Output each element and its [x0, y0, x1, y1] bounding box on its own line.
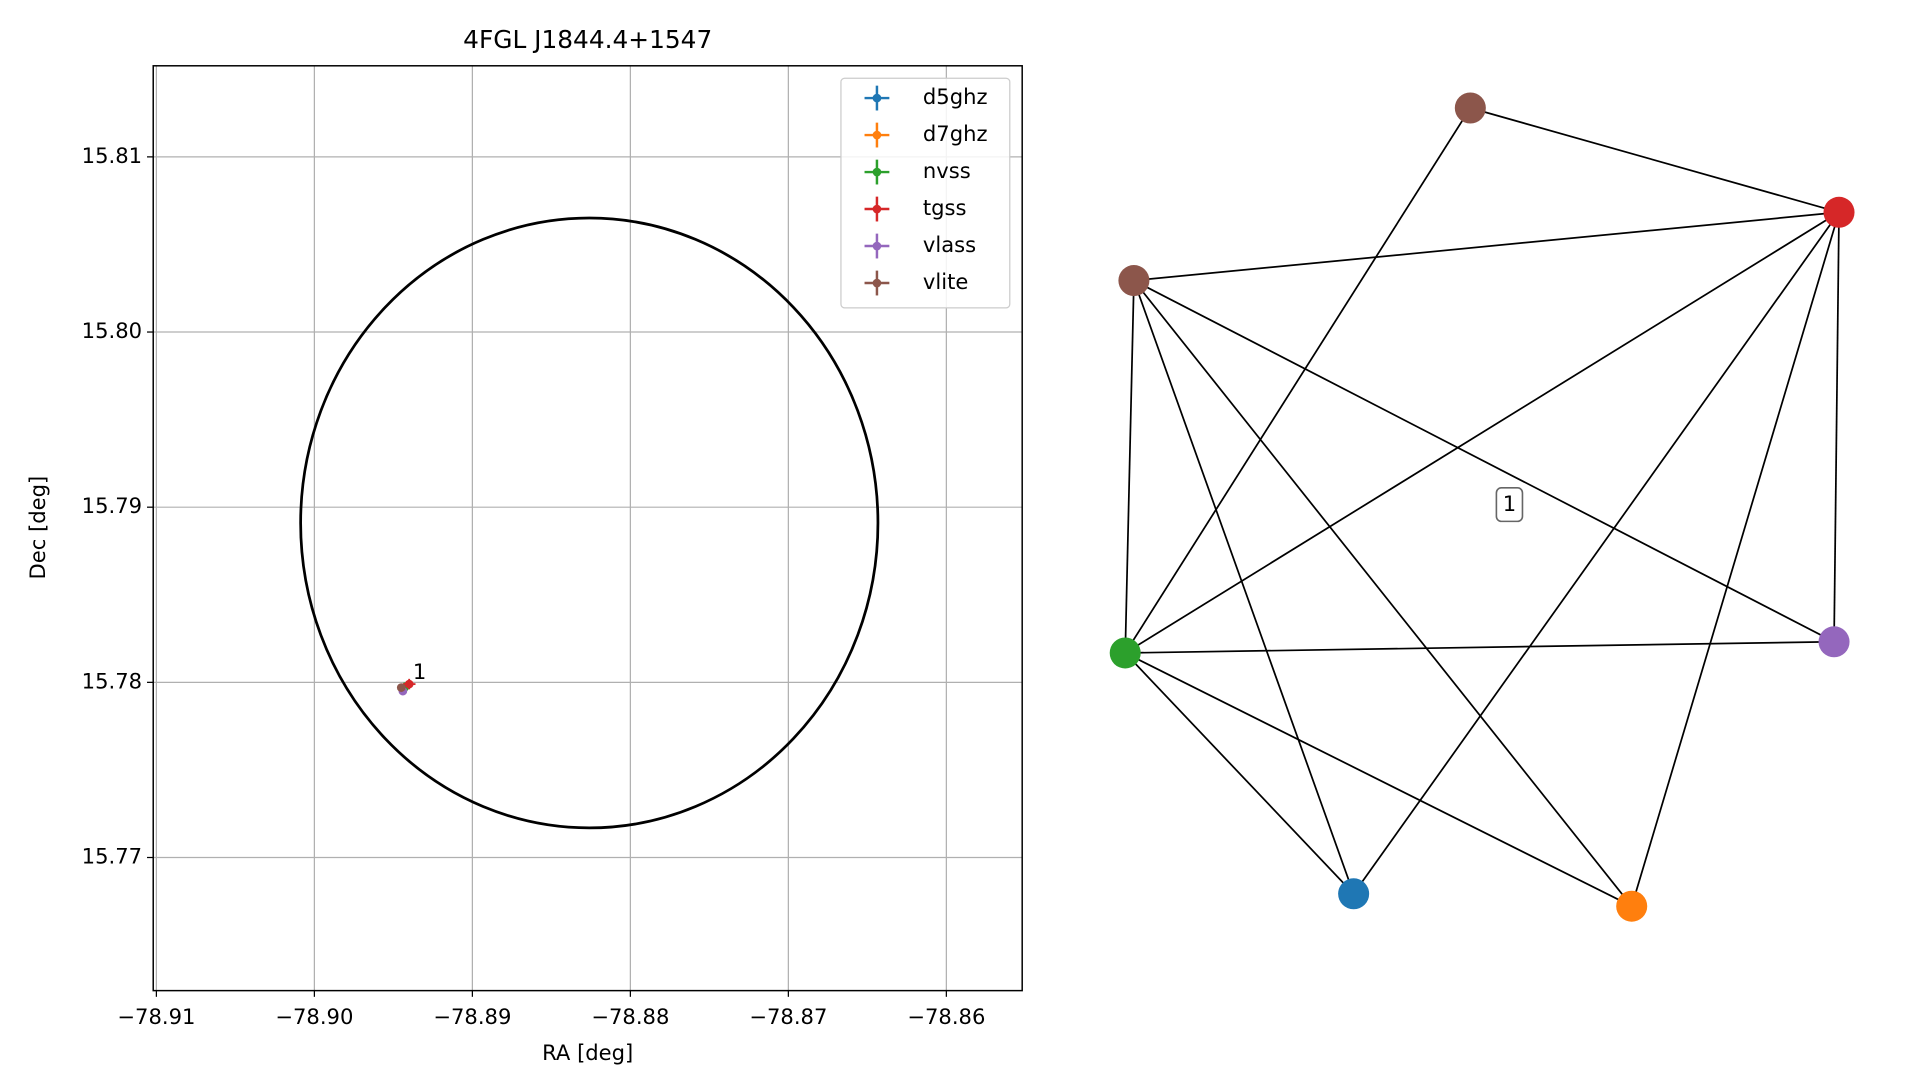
edge — [1133, 280, 1633, 907]
legend-marker — [872, 130, 882, 140]
edge — [1630, 212, 1840, 907]
edge — [1124, 211, 1840, 654]
legend-label: tgss — [923, 195, 967, 220]
edge — [1124, 652, 1633, 907]
y-tick-label: 15.79 — [82, 493, 142, 518]
edge — [1124, 107, 1472, 654]
edge — [1470, 107, 1840, 214]
y-tick-label: 15.81 — [82, 143, 142, 168]
y-tick-label: 15.78 — [82, 668, 142, 693]
y-tick-label: 15.77 — [82, 844, 142, 869]
edge — [1133, 279, 1835, 643]
legend-label: nvss — [923, 158, 971, 183]
edge — [1124, 280, 1135, 653]
node — [1823, 196, 1855, 228]
label-box — [1495, 487, 1524, 523]
edge — [1124, 652, 1355, 895]
legend-marker — [872, 204, 882, 214]
legend-label: d7ghz — [923, 121, 988, 146]
x-tick-label: −78.89 — [433, 1004, 511, 1029]
edge — [1833, 212, 1840, 642]
x-tick-label: −78.88 — [591, 1004, 669, 1029]
legend-label: vlass — [923, 232, 976, 257]
edge — [1352, 211, 1840, 895]
x-tick-label: −78.91 — [117, 1004, 195, 1029]
legend-marker — [872, 278, 882, 288]
x-tick-label: −78.90 — [275, 1004, 353, 1029]
node — [1338, 878, 1370, 910]
y-axis-label: Dec [deg] — [25, 476, 50, 580]
axes-frame — [152, 65, 1023, 992]
legend-marker — [872, 241, 882, 251]
legend-label: d5ghz — [923, 84, 988, 109]
legend-marker — [872, 167, 882, 177]
y-tick-label: 15.80 — [82, 318, 142, 343]
legend-label: vlite — [923, 269, 968, 294]
point — [396, 683, 406, 692]
chart-title: 4FGL J1844.4+1547 — [463, 25, 712, 54]
annotation: 1 — [413, 659, 426, 684]
circle-region — [299, 216, 880, 830]
node — [1616, 890, 1648, 922]
graph-label: 1 — [1503, 491, 1516, 516]
legend-marker — [872, 93, 882, 103]
point — [404, 679, 414, 689]
x-tick-label: −78.86 — [907, 1004, 985, 1029]
node — [1818, 626, 1850, 658]
edge — [1133, 211, 1840, 282]
node — [1109, 637, 1141, 669]
x-axis-label: RA [deg] — [542, 1040, 633, 1065]
node — [1454, 92, 1486, 124]
edge — [1125, 640, 1835, 654]
node — [1118, 265, 1150, 297]
edge — [1133, 280, 1355, 895]
x-tick-label: −78.87 — [749, 1004, 827, 1029]
